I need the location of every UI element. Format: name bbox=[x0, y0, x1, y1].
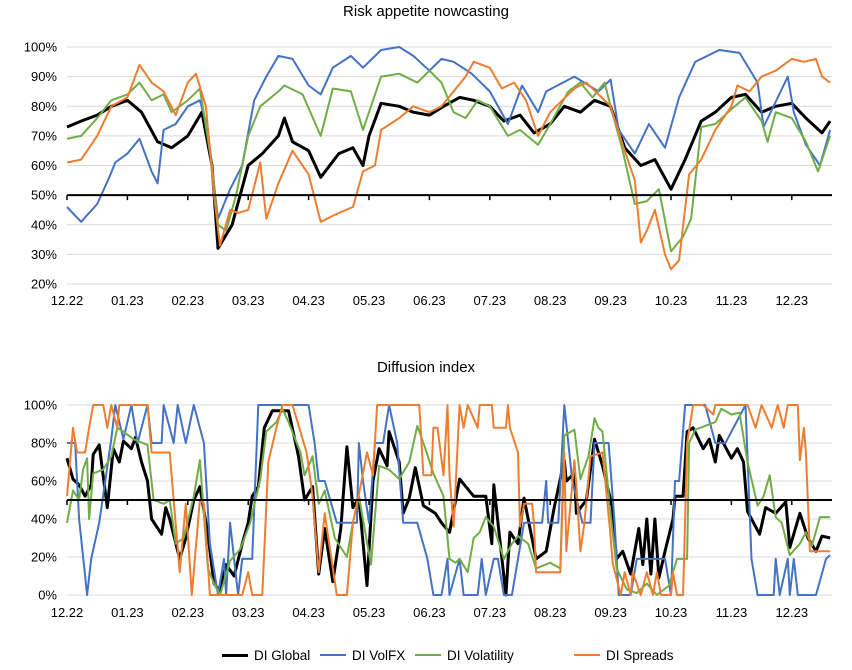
x-tick-label: 04.23 bbox=[292, 293, 325, 308]
y-tick-label: 60% bbox=[31, 474, 57, 489]
y-tick-label: 20% bbox=[31, 277, 57, 292]
y-tick-label: 80% bbox=[31, 99, 57, 114]
y-tick-label: 70% bbox=[31, 128, 57, 143]
x-tick-label: 05.23 bbox=[353, 605, 386, 620]
x-tick-label: 11.23 bbox=[716, 605, 748, 620]
legend-label-di-global: DI Global bbox=[254, 647, 311, 663]
plot-diffusion-index: 0% 20% 40% 60% 80% 100% 12.22 01.23 02.23 03.23 04… bbox=[24, 398, 832, 620]
x-tick-label: 07.23 bbox=[474, 605, 507, 620]
x-tick-label: 01.23 bbox=[111, 605, 144, 620]
x-tick-label: 01.23 bbox=[111, 293, 144, 308]
chart-title-diffusion-index: Diffusion index bbox=[376, 359, 476, 376]
x-tick-label: 06.23 bbox=[413, 605, 446, 620]
legend-swatch-di-volfx bbox=[320, 654, 346, 656]
x-tick-label: 10.23 bbox=[655, 293, 688, 308]
x-tick-label: 02.23 bbox=[172, 293, 205, 308]
legend-label-di-spreads: DI Spreads bbox=[606, 647, 674, 663]
x-tick-label: 03.23 bbox=[232, 605, 265, 620]
legend-label-di-volfx: DI VolFX bbox=[352, 647, 406, 663]
y-tick-label: 80% bbox=[31, 436, 57, 451]
series-line-di-global bbox=[66, 92, 832, 250]
series-line-di-spreads bbox=[66, 404, 831, 596]
x-tick-label: 12.22 bbox=[51, 293, 84, 308]
x-tick-label: 09.23 bbox=[594, 605, 627, 620]
legend-swatch-di-volatility bbox=[415, 654, 441, 656]
y-tick-label: 60% bbox=[31, 158, 57, 173]
y-tick-label: 30% bbox=[31, 247, 57, 262]
x-tick-label: 03.23 bbox=[232, 293, 265, 308]
x-tick-label: 04.23 bbox=[292, 605, 325, 620]
x-tick-label: 08.23 bbox=[534, 293, 567, 308]
series-line-di-volfx bbox=[66, 46, 832, 223]
legend-label-di-volatility: DI Volatility bbox=[447, 647, 514, 663]
y-tick-label: 20% bbox=[31, 550, 57, 565]
chart-title-risk-appetite: Risk appetite nowcasting bbox=[343, 3, 509, 20]
x-tick-label: 02.23 bbox=[172, 605, 205, 620]
legend-swatch-di-spreads bbox=[574, 654, 600, 656]
legend-item-di-global: DI Global bbox=[222, 645, 310, 665]
x-tick-label: 10.23 bbox=[655, 605, 688, 620]
y-tick-label: 40% bbox=[31, 217, 57, 232]
legend: DI Global DI VolFX DI Volatility DI Spre… bbox=[0, 645, 852, 665]
legend-item-di-volatility: DI Volatility bbox=[415, 645, 514, 665]
legend-item-di-spreads: DI Spreads bbox=[574, 645, 674, 665]
plot-risk-appetite-nowcasting: 20% 30% 40% 50% 60% 70% 80% 90% 100% 12.22 01.23 02… bbox=[24, 40, 832, 308]
x-tick-label: 12.23 bbox=[776, 605, 809, 620]
y-tick-label: 50% bbox=[31, 188, 57, 203]
y-tick-label: 90% bbox=[31, 69, 57, 84]
x-tick-label: 08.23 bbox=[534, 605, 567, 620]
x-tick-label: 09.23 bbox=[594, 293, 627, 308]
legend-swatch-di-global bbox=[222, 653, 248, 657]
series-line-di-volatility bbox=[66, 69, 832, 253]
x-tick-label: 06.23 bbox=[413, 293, 446, 308]
x-tick-label: 12.22 bbox=[51, 605, 84, 620]
legend-item-di-volfx: DI VolFX bbox=[320, 645, 405, 665]
x-tick-label: 11.23 bbox=[716, 293, 748, 308]
y-tick-label: 100% bbox=[24, 398, 58, 413]
y-tick-label: 0% bbox=[38, 588, 57, 603]
series-line-di-volfx bbox=[67, 404, 831, 596]
y-tick-label: 100% bbox=[24, 40, 58, 55]
x-tick-label: 12.23 bbox=[776, 293, 809, 308]
series-line-di-spreads bbox=[66, 57, 831, 271]
x-tick-label: 05.23 bbox=[353, 293, 386, 308]
series-line-di-global bbox=[65, 409, 831, 597]
y-tick-label: 40% bbox=[31, 512, 57, 527]
x-tick-label: 07.23 bbox=[474, 293, 507, 308]
